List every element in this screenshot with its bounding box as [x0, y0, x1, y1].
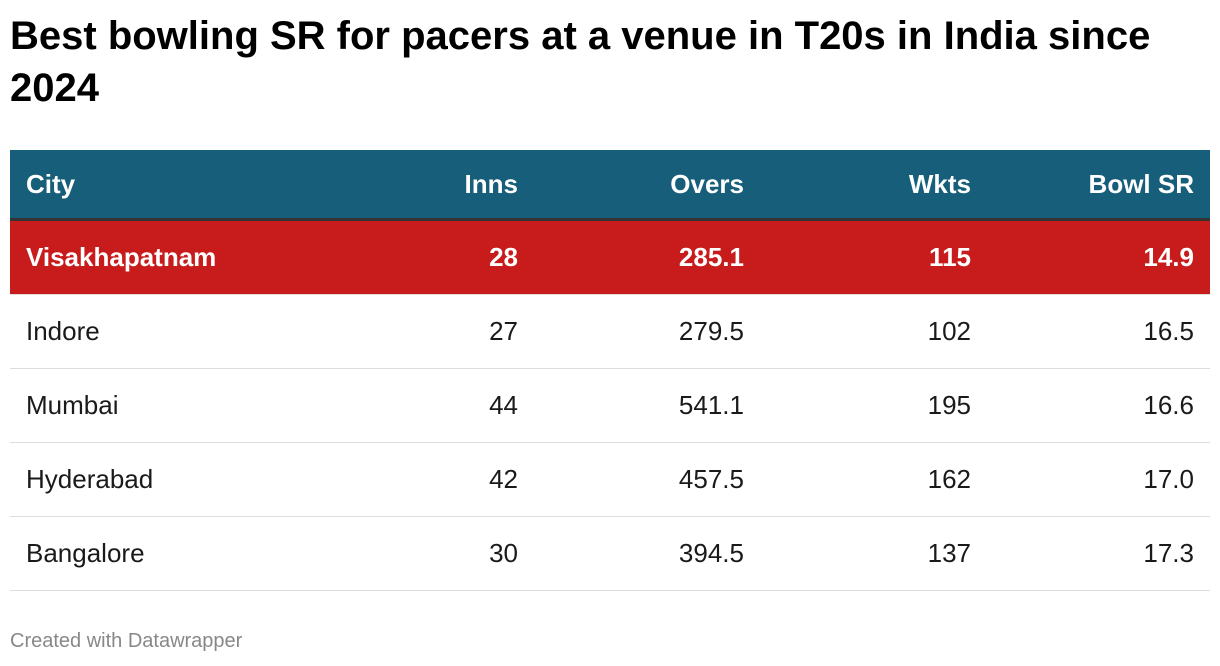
column-header: City — [10, 150, 300, 221]
table-cell: Hyderabad — [10, 442, 300, 517]
table-cell: 27 — [300, 294, 534, 369]
table-cell: 279.5 — [534, 294, 760, 369]
table-cell: 102 — [760, 294, 987, 369]
table-row: Mumbai 44 541.1 195 16.6 — [10, 368, 1210, 443]
table-body: Visakhapatnam 28 285.1 115 14.9 Indore 27 279.5… — [10, 219, 1210, 591]
table-row: Indore 27 279.5 102 16.5 — [10, 294, 1210, 369]
table-cell: 162 — [760, 442, 987, 517]
table-row: Visakhapatnam 28 285.1 115 14.9 — [10, 219, 1210, 295]
table-row: Bangalore 30 394.5 137 17.3 — [10, 516, 1210, 591]
table-cell: 14.9 — [987, 219, 1210, 295]
table-cell: 17.3 — [987, 516, 1210, 591]
credit: Created with Datawrapper — [10, 630, 243, 652]
table-cell: 394.5 — [534, 516, 760, 591]
column-header: Wkts — [760, 150, 987, 221]
table-cell: 42 — [300, 442, 534, 517]
table-cell: Visakhapatnam — [10, 219, 300, 295]
column-header: Bowl SR — [987, 150, 1210, 221]
table-cell: 16.6 — [987, 368, 1210, 443]
table-cell: Mumbai — [10, 368, 300, 443]
table-cell: 137 — [760, 516, 987, 591]
table-head: City Inns Overs Wkts Bowl SR — [10, 150, 1210, 221]
data-table: City Inns Overs Wkts Bowl SR Visakhapatnam 28… — [10, 150, 1210, 591]
table-cell: 16.5 — [987, 294, 1210, 369]
table-cell: 30 — [300, 516, 534, 591]
table-cell: 44 — [300, 368, 534, 443]
table-cell: 541.1 — [534, 368, 760, 443]
table-cell: 457.5 — [534, 442, 760, 517]
header-row: City Inns Overs Wkts Bowl SR — [10, 150, 1210, 221]
table-cell: 195 — [760, 368, 987, 443]
table-cell: 285.1 — [534, 219, 760, 295]
table-cell: 115 — [760, 219, 987, 295]
column-header: Overs — [534, 150, 760, 221]
table-row: Hyderabad 42 457.5 162 17.0 — [10, 442, 1210, 517]
table-cell: 17.0 — [987, 442, 1210, 517]
table-cell: 28 — [300, 219, 534, 295]
table-cell: Indore — [10, 294, 300, 369]
table-cell: Bangalore — [10, 516, 300, 591]
title: Best bowling SR for pacers at a venue in… — [10, 14, 1151, 110]
column-header: Inns — [300, 150, 534, 221]
